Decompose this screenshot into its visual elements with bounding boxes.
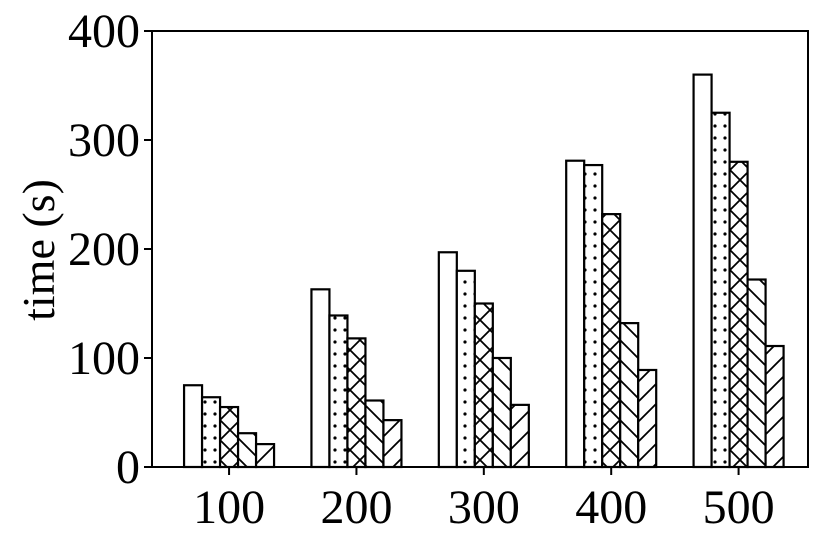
bar-series5-100	[254, 443, 276, 469]
bar-series5-200	[382, 419, 403, 469]
x-tick-label: 100	[193, 481, 265, 534]
bar-series3-100	[218, 405, 240, 469]
bar-series1-100	[182, 384, 204, 469]
bar-series5-300	[509, 403, 530, 469]
bar-series2-100	[200, 396, 222, 469]
y-tick-label: 400	[68, 5, 140, 58]
y-tick-label: 200	[68, 223, 140, 276]
bar-series4-200	[364, 399, 385, 469]
bar-series1-300	[437, 251, 458, 469]
bar-series4-400	[619, 322, 640, 469]
bar-series4-500	[746, 278, 767, 469]
bar-series5-400	[637, 368, 658, 469]
y-tick-label: 300	[68, 114, 140, 167]
y-axis-title: time (s)	[13, 179, 64, 321]
bar-series1-400	[565, 159, 586, 469]
axes-group: 0 100 200 300 400 100 200 300 400 500	[68, 5, 809, 534]
bar-series3-300	[473, 302, 494, 469]
bars-group	[182, 73, 785, 469]
bar-series2-200	[328, 314, 349, 469]
x-tick-label: 300	[448, 481, 520, 534]
y-tick-label: 100	[68, 332, 140, 385]
bar-series3-200	[346, 337, 367, 469]
bar-series1-200	[310, 288, 331, 469]
bar-series2-400	[583, 163, 604, 469]
x-tick-label: 500	[703, 481, 775, 534]
y-tick-label: 0	[116, 441, 140, 494]
x-tick-label: 200	[320, 481, 392, 534]
bar-series4-300	[491, 356, 512, 469]
bar-series2-500	[710, 111, 731, 469]
bar-series3-400	[601, 213, 622, 469]
bar-series2-300	[455, 269, 476, 469]
bar-series3-500	[728, 160, 749, 469]
bar-series4-100	[236, 432, 258, 469]
bar-series1-500	[692, 73, 713, 469]
x-tick-label: 400	[575, 481, 647, 534]
bar-series5-500	[764, 344, 785, 469]
